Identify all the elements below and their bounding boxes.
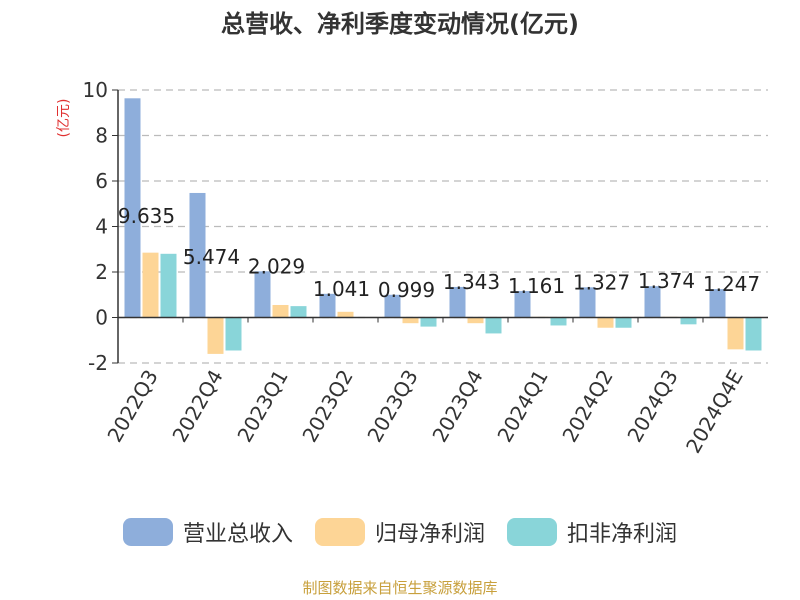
bar-0-2022Q3[interactable]	[124, 98, 141, 318]
x-tick-label: 2022Q4	[167, 366, 227, 447]
bar-2-2023Q3[interactable]	[420, 317, 437, 327]
data-label: 2.029	[248, 254, 305, 278]
x-tick-label: 2023Q2	[297, 366, 357, 447]
y-tick-label: 6	[95, 169, 108, 193]
bar-2-2022Q4[interactable]	[225, 317, 242, 351]
y-axis-ticks: 10 8 6 4 2 0 -2	[83, 78, 118, 375]
bar-2-2024Q4E[interactable]	[745, 317, 762, 351]
x-tick-label: 2024Q3	[622, 366, 682, 447]
legend-swatch-revenue	[122, 518, 173, 546]
x-tick-label: 2022Q3	[102, 366, 162, 447]
legend-item-deducted-net-profit[interactable]: 扣非净利润	[507, 516, 677, 548]
x-tick-label: 2023Q1	[232, 366, 292, 447]
bar-0-2024Q4E[interactable]	[709, 289, 726, 318]
x-axis-ticks: 2022Q3 2022Q4 2023Q1 2023Q2 2023Q3 2023Q4 2024…	[102, 317, 748, 458]
legend-swatch-deducted-net-profit	[507, 518, 557, 546]
bar-0-2023Q2[interactable]	[319, 293, 336, 318]
bar-1-2022Q4[interactable]	[207, 317, 224, 354]
bar-1-2023Q3[interactable]	[402, 317, 419, 324]
bar-0-2024Q3[interactable]	[644, 286, 661, 318]
x-tick-label: 2024Q1	[492, 366, 552, 447]
y-tick-label: -2	[88, 351, 108, 375]
data-label: 1.374	[638, 269, 695, 293]
y-axis-unit-label: (亿元)	[56, 99, 72, 138]
y-tick-label: 10	[83, 78, 108, 102]
data-label: 0.999	[378, 278, 435, 302]
legend-label-deducted-net-profit: 扣非净利润	[567, 522, 678, 547]
data-label: 1.247	[703, 272, 760, 296]
x-tick-label: 2023Q4	[427, 366, 487, 447]
legend-label-net-profit: 归母净利润	[374, 522, 485, 547]
bar-2-2023Q1[interactable]	[290, 306, 307, 318]
y-tick-label: 8	[95, 124, 108, 148]
x-tick-label: 2024Q4E	[681, 366, 748, 458]
legend-item-revenue[interactable]: 营业总收入	[122, 516, 293, 548]
bar-1-2023Q2[interactable]	[337, 311, 354, 318]
bar-2-2024Q1[interactable]	[550, 317, 567, 326]
legend-label-revenue: 营业总收入	[182, 522, 293, 547]
data-label: 1.041	[313, 277, 370, 301]
source-note: 制图数据来自恒生聚源数据库	[302, 579, 498, 597]
bar-0-2023Q1[interactable]	[254, 271, 271, 318]
bar-1-2024Q2[interactable]	[597, 317, 614, 328]
y-tick-label: 4	[95, 215, 108, 239]
bar-1-2023Q1[interactable]	[272, 304, 289, 318]
legend-swatch-net-profit	[314, 518, 365, 546]
chart-title: 总营收、净利季度变动情况(亿元)	[221, 10, 579, 38]
y-tick-label: 2	[95, 260, 108, 284]
legend: 营业总收入 归母净利润 扣非净利润	[0, 516, 800, 548]
bar-2-2022Q3[interactable]	[160, 253, 177, 318]
bar-2-2024Q2[interactable]	[615, 317, 632, 328]
bars	[124, 98, 762, 354]
bar-0-2024Q1[interactable]	[514, 291, 531, 318]
bar-1-2023Q4[interactable]	[467, 317, 484, 324]
bar-0-2023Q3[interactable]	[384, 294, 401, 318]
data-label: 1.161	[508, 274, 565, 298]
data-label: 5.474	[183, 245, 240, 269]
x-tick-label: 2024Q2	[557, 366, 617, 447]
bar-0-2023Q4[interactable]	[449, 286, 466, 318]
y-tick-label: 0	[95, 306, 108, 330]
legend-item-net-profit[interactable]: 归母净利润	[314, 516, 485, 548]
data-label: 9.635	[118, 204, 175, 228]
x-tick-label: 2023Q3	[362, 366, 422, 447]
bar-1-2024Q4E[interactable]	[727, 317, 744, 350]
data-label: 1.327	[573, 270, 630, 294]
bar-0-2024Q2[interactable]	[579, 287, 596, 318]
data-labels: 9.635 5.474 2.029 1.041 0.999 1.343 1.161 1.327…	[118, 204, 760, 302]
bar-1-2022Q3[interactable]	[142, 252, 159, 318]
bar-2-2023Q4[interactable]	[485, 317, 502, 334]
bar-2-2024Q3[interactable]	[680, 317, 697, 325]
bar-0-2022Q4[interactable]	[189, 192, 206, 318]
data-label: 1.343	[443, 270, 500, 294]
